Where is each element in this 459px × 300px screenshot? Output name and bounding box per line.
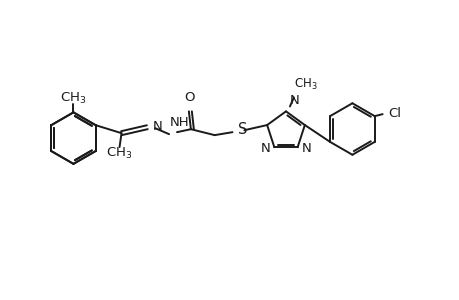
Text: CH$_3$: CH$_3$ <box>60 91 86 106</box>
Text: N: N <box>260 142 270 155</box>
Text: CH$_3$: CH$_3$ <box>106 146 133 160</box>
Text: S: S <box>238 122 247 137</box>
Text: Cl: Cl <box>388 107 401 120</box>
Text: O: O <box>184 92 195 104</box>
Text: NH: NH <box>170 116 189 129</box>
Text: N: N <box>153 120 162 133</box>
Text: N: N <box>301 142 311 155</box>
Text: N: N <box>289 94 299 107</box>
Text: CH$_3$: CH$_3$ <box>293 76 317 92</box>
